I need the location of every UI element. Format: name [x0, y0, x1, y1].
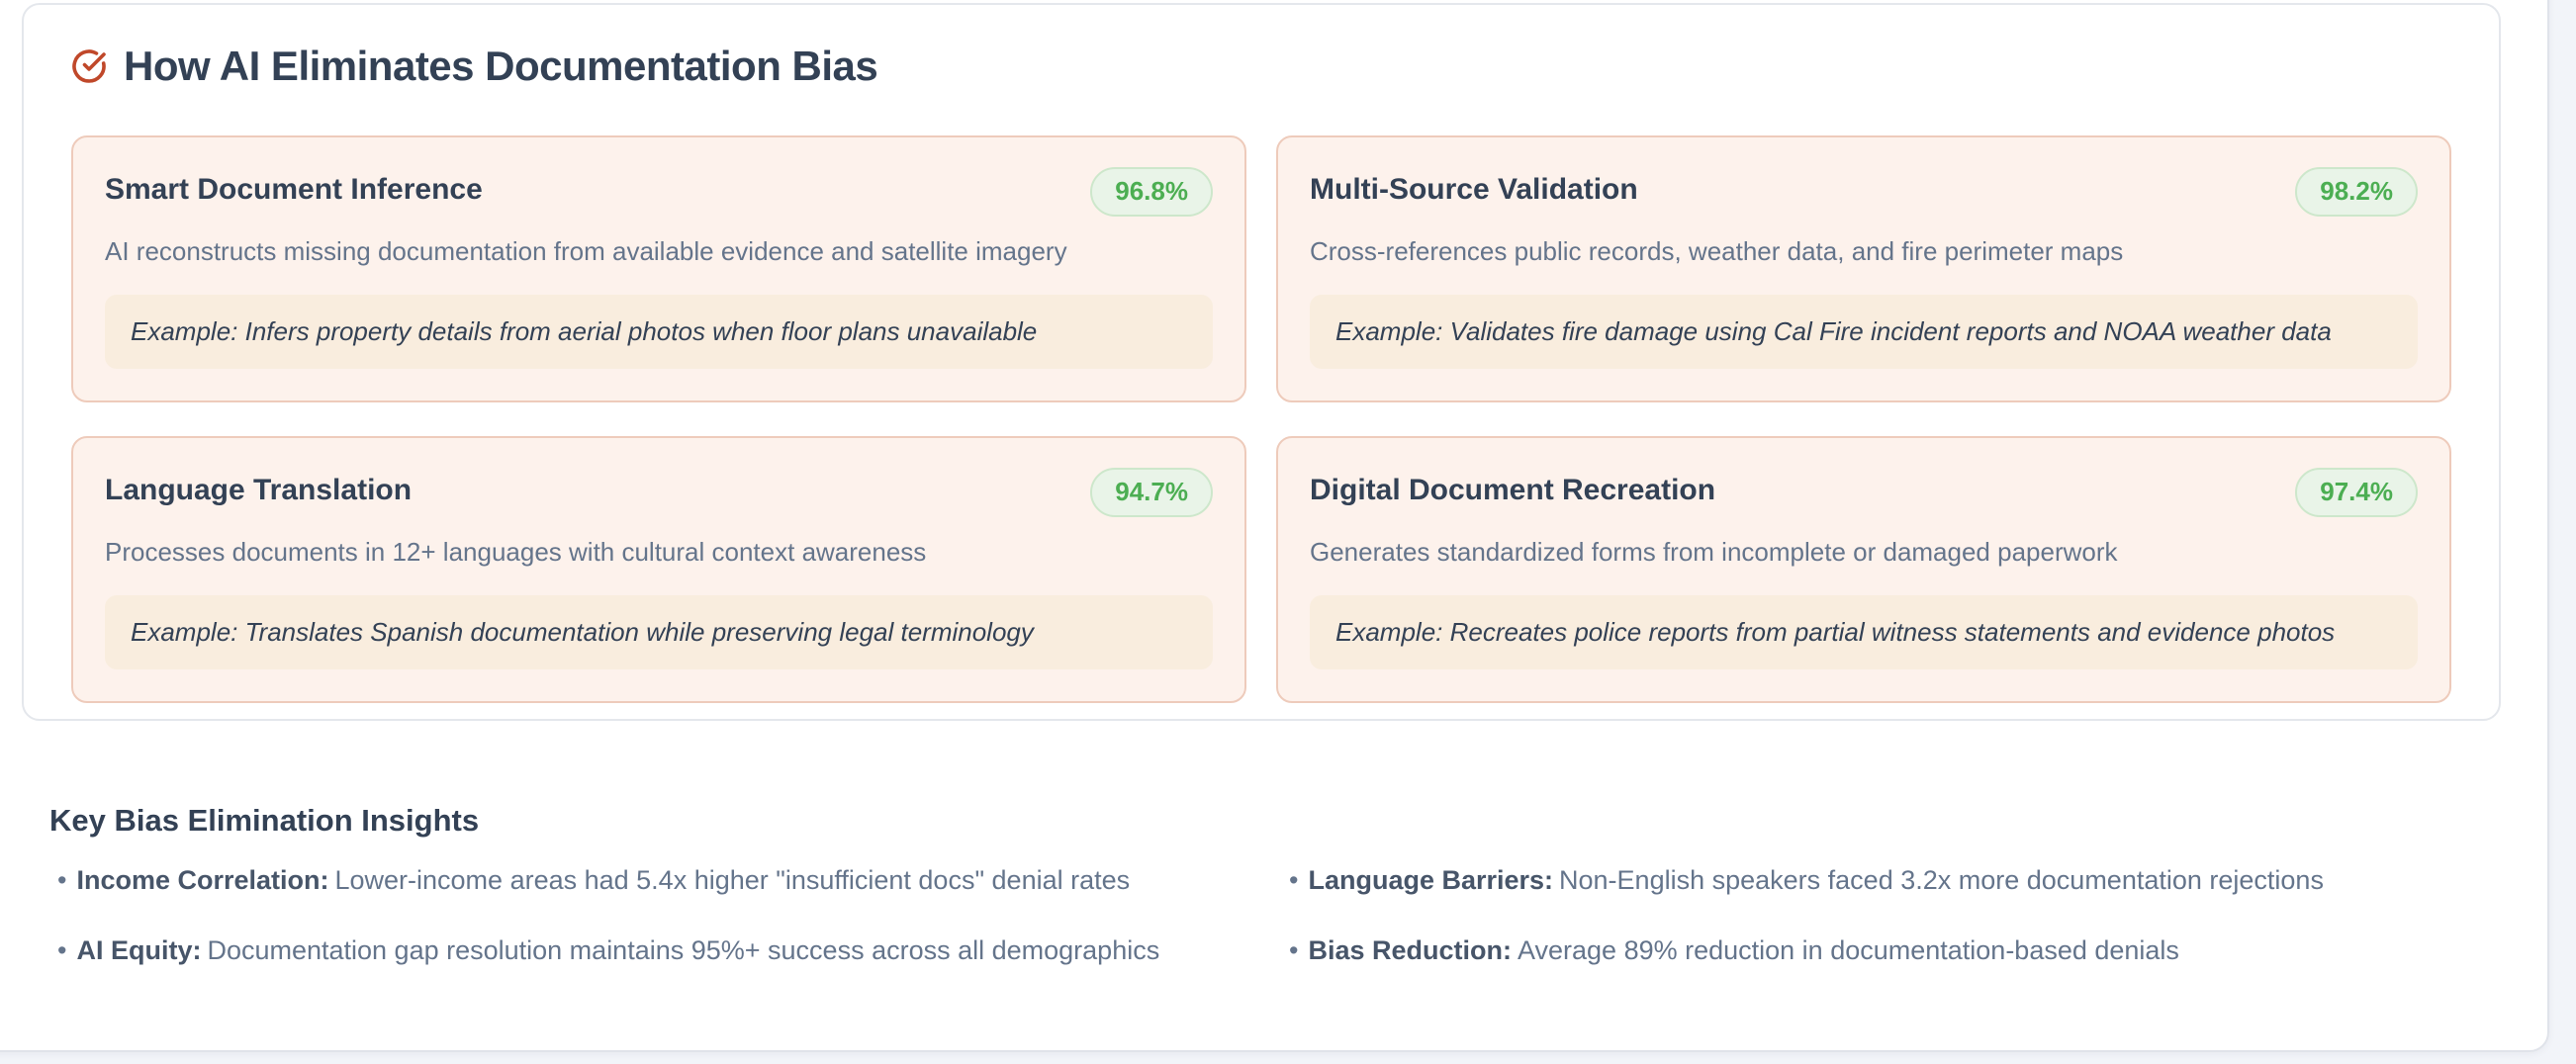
insight-income-correlation: • Income Correlation: Lower-income areas h…: [49, 865, 1281, 896]
card-header: Smart Document Inference 96.8%: [105, 167, 1213, 217]
bullet-glyph: •: [1289, 935, 1299, 965]
insight-text: Lower-income areas had 5.4x higher "insu…: [334, 865, 1131, 895]
bullet-glyph: •: [57, 935, 67, 965]
accuracy-badge: 98.2%: [2295, 167, 2418, 217]
card-header: Digital Document Recreation 97.4%: [1310, 468, 2418, 517]
accuracy-badge: 94.7%: [1090, 468, 1213, 517]
insight-text: Non-English speakers faced 3.2x more doc…: [1559, 865, 2324, 895]
insights-heading: Key Bias Elimination Insights: [49, 803, 480, 838]
insight-bias-reduction: • Bias Reduction: Average 89% reduction in…: [1281, 935, 2493, 966]
card-example: Example: Validates fire damage using Cal…: [1310, 295, 2418, 369]
bullet-glyph: •: [57, 865, 67, 895]
card-header: Language Translation 94.7%: [105, 468, 1213, 517]
insight-label: Language Barriers:: [1308, 865, 1554, 895]
insight-language-barriers: • Language Barriers: Non-English speakers …: [1281, 865, 2493, 896]
card-header: Multi-Source Validation 98.2%: [1310, 167, 2418, 217]
feature-card-smart-document-inference: Smart Document Inference 96.8% AI recons…: [71, 135, 1246, 402]
card-description: AI reconstructs missing documentation fr…: [105, 236, 1067, 266]
card-example: Example: Infers property details from ae…: [105, 295, 1213, 369]
insight-label: Income Correlation:: [76, 865, 329, 895]
key-insights-section: Key Bias Elimination Insights • Income Co…: [49, 803, 2493, 966]
insights-grid: • Income Correlation: Lower-income areas h…: [49, 865, 2493, 966]
insight-text: Documentation gap resolution maintains 9…: [207, 935, 1160, 965]
card-example: Example: Recreates police reports from p…: [1310, 595, 2418, 669]
insight-label: Bias Reduction:: [1308, 935, 1512, 965]
feature-card-multi-source-validation: Multi-Source Validation 98.2% Cross-refe…: [1276, 135, 2451, 402]
card-description: Processes documents in 12+ languages wit…: [105, 537, 927, 567]
feature-card-language-translation: Language Translation 94.7% Processes doc…: [71, 436, 1246, 703]
card-example: Example: Translates Spanish documentatio…: [105, 595, 1213, 669]
card-description: Generates standardized forms from incomp…: [1310, 537, 2118, 567]
feature-cards-grid: Smart Document Inference 96.8% AI recons…: [71, 135, 2451, 703]
panel-title: How AI Eliminates Documentation Bias: [124, 43, 878, 89]
insight-text: Average 89% reduction in documentation-b…: [1517, 935, 2179, 965]
accuracy-badge: 96.8%: [1090, 167, 1213, 217]
bullet-glyph: •: [1289, 865, 1299, 895]
check-circle-icon: [71, 48, 107, 84]
accuracy-badge: 97.4%: [2295, 468, 2418, 517]
card-title: Digital Document Recreation: [1310, 474, 1716, 506]
panel-header: How AI Eliminates Documentation Bias: [71, 43, 2451, 90]
card-description: Cross-references public records, weather…: [1310, 236, 2124, 266]
card-title: Smart Document Inference: [105, 173, 483, 206]
card-title: Multi-Source Validation: [1310, 173, 1638, 206]
card-title: Language Translation: [105, 474, 413, 506]
insight-ai-equity: • AI Equity: Documentation gap resolution …: [49, 935, 1281, 966]
insight-label: AI Equity:: [76, 935, 202, 965]
ai-documentation-bias-panel: How AI Eliminates Documentation Bias Sma…: [22, 3, 2501, 721]
feature-card-digital-document-recreation: Digital Document Recreation 97.4% Genera…: [1276, 436, 2451, 703]
